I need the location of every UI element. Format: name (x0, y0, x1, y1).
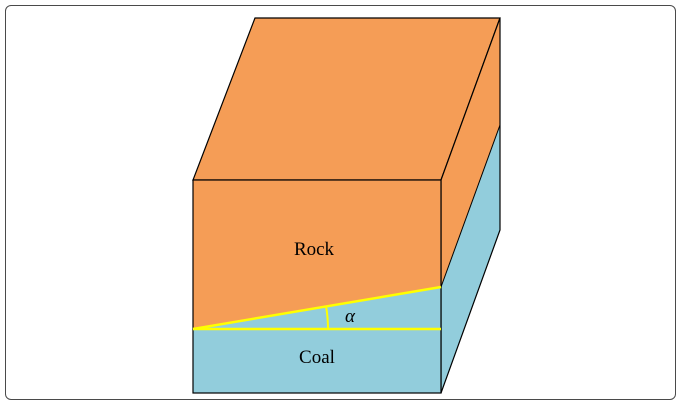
angle-alpha-label: α (345, 306, 356, 327)
right-face-boundary (440, 124, 501, 288)
right-face-rock (441, 18, 500, 287)
front-face-coal (193, 287, 441, 393)
rock-label: Rock (294, 239, 335, 260)
inclined-boundary-line (192, 285, 442, 331)
front-face-outline (192, 179, 442, 394)
right-face-coal (441, 125, 500, 393)
coal-label: Coal (299, 347, 335, 368)
front-face-rock (193, 180, 441, 329)
angle-arc (325, 305, 329, 330)
